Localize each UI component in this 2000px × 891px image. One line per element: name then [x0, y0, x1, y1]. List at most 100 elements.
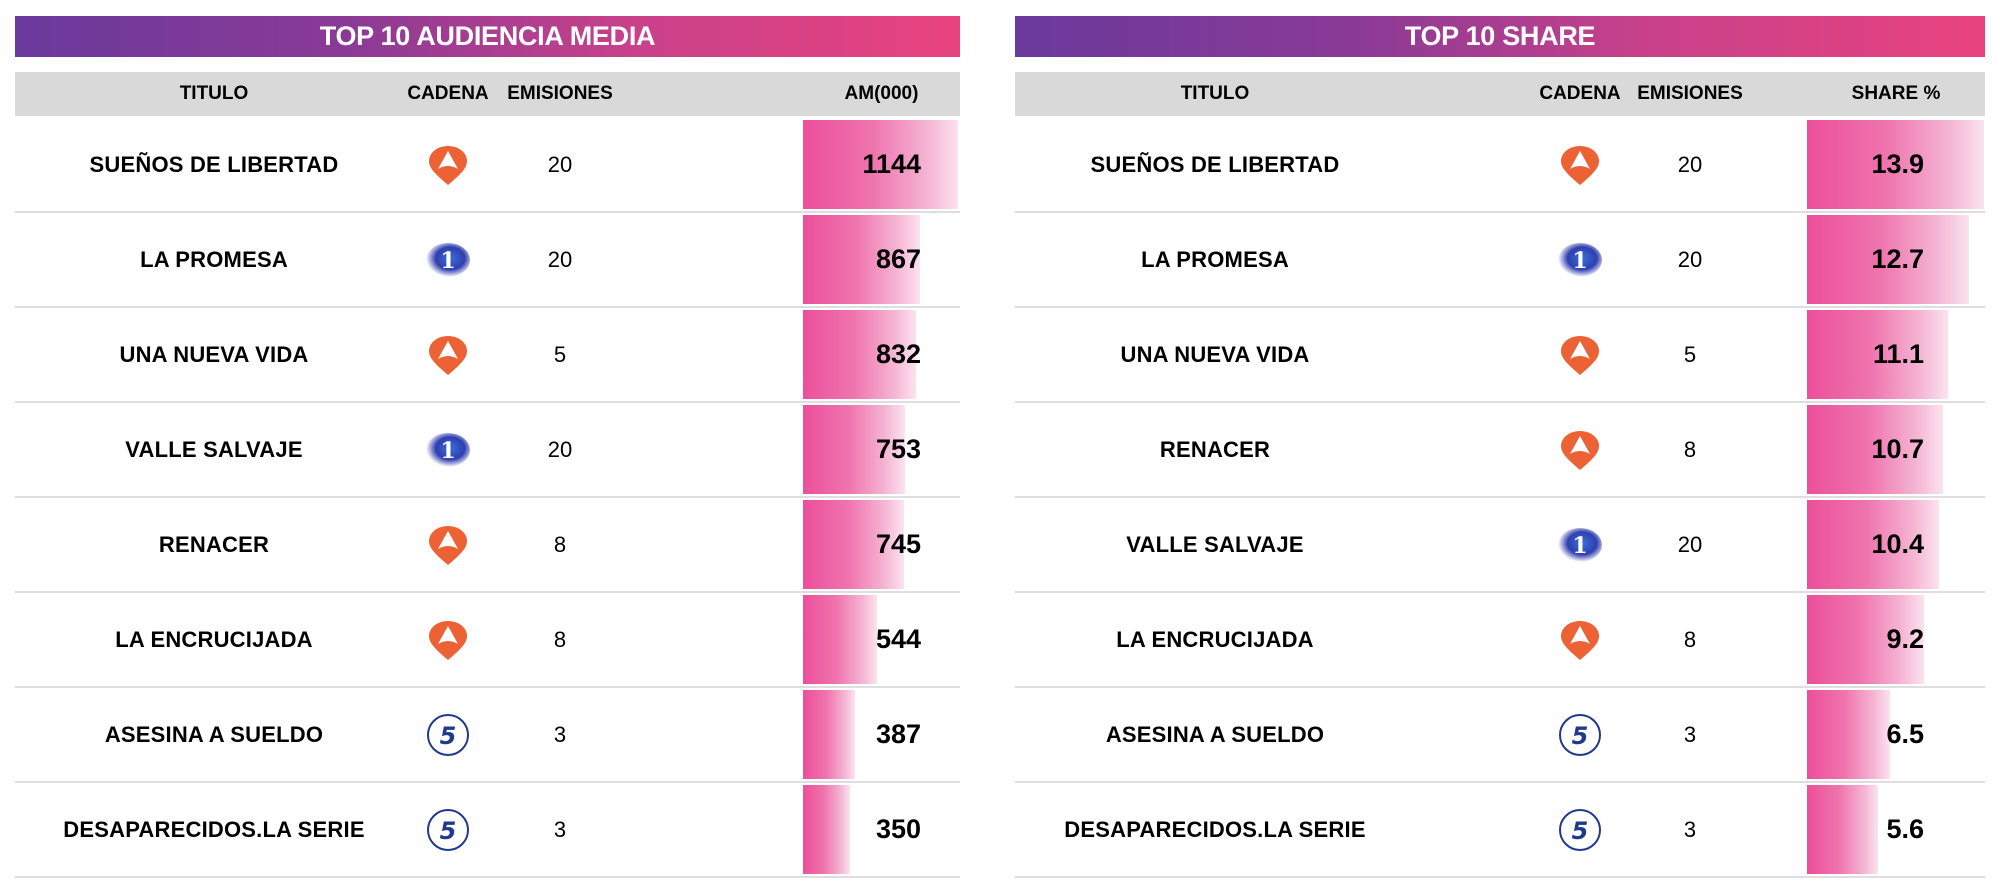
row-emisiones: 20 — [1677, 246, 1703, 272]
value-bar — [803, 310, 916, 399]
row-value: 387 — [875, 719, 921, 749]
table-row: DESAPARECIDOS.LA SERIE 5 3 5.6 — [1015, 783, 1985, 878]
row-emisiones: 5 — [1683, 341, 1697, 367]
row-value: 13.9 — [1871, 149, 1924, 179]
table-row: ASESINA A SUELDO 5 3 387 — [15, 688, 960, 783]
row-cadena — [1530, 118, 1630, 211]
audiencia-media-panel: TOP 10 AUDIENCIA MEDIA TITULO CADENA EMI… — [15, 16, 960, 878]
row-value: 745 — [875, 529, 921, 559]
table-row: RENACER 8 745 — [15, 498, 960, 593]
telecinco-logo-icon: 5 — [1559, 713, 1601, 756]
row-value: 753 — [875, 434, 921, 464]
table-row: LA ENCRUCIJADA 8 9.2 — [1015, 593, 1985, 688]
antena3-logo-icon — [1561, 430, 1599, 470]
la1-logo-icon: 1 — [426, 242, 470, 277]
svg-text:5: 5 — [1572, 722, 1589, 750]
value-bar — [1807, 310, 1948, 399]
row-emisiones: 20 — [547, 151, 573, 177]
row-titulo: ASESINA A SUELDO — [104, 721, 324, 747]
row-titulo: SUEÑOS DE LIBERTAD — [1090, 151, 1340, 177]
value-bar — [803, 120, 958, 209]
value-bar — [803, 215, 920, 304]
value-bar — [1807, 120, 1984, 209]
table-row: UNA NUEVA VIDA 5 11.1 — [1015, 308, 1985, 403]
row-value: 867 — [875, 244, 921, 274]
value-bar — [803, 500, 904, 589]
header-titulo: TITULO — [179, 83, 249, 104]
value-bar — [1807, 785, 1878, 874]
row-emisiones: 3 — [553, 816, 567, 842]
row-cadena — [1530, 403, 1630, 496]
antena3-logo-icon — [429, 525, 467, 565]
antena3-logo-icon — [429, 620, 467, 660]
row-titulo: VALLE SALVAJE — [1126, 531, 1304, 557]
la1-logo-icon: 1 — [1558, 527, 1602, 562]
row-titulo: LA ENCRUCIJADA — [115, 626, 313, 652]
value-bar — [1807, 595, 1924, 684]
table-header: TITULO CADENA EMISIONES AM(000) — [15, 72, 960, 116]
row-cadena: 5 — [398, 688, 498, 781]
row-cadena — [1530, 308, 1630, 401]
row-value: 6.5 — [1886, 719, 1924, 749]
row-cadena: 5 — [1530, 783, 1630, 876]
row-titulo: LA PROMESA — [140, 246, 288, 272]
table-row: SUEÑOS DE LIBERTAD 20 13.9 — [1015, 118, 1985, 213]
row-cadena: 1 — [398, 213, 498, 306]
header-metric: AM(000) — [844, 83, 919, 104]
header-metric: SHARE % — [1851, 83, 1941, 104]
row-value: 12.7 — [1871, 244, 1924, 274]
panel-title: TOP 10 AUDIENCIA MEDIA — [15, 16, 960, 57]
row-titulo: UNA NUEVA VIDA — [1120, 341, 1310, 367]
table-row: VALLE SALVAJE 1 20 10.4 — [1015, 498, 1985, 593]
table-row: ASESINA A SUELDO 5 3 6.5 — [1015, 688, 1985, 783]
row-emisiones: 3 — [553, 721, 567, 747]
row-value: 11.1 — [1872, 339, 1924, 369]
svg-text:1: 1 — [1572, 248, 1587, 274]
table-row: LA PROMESA 1 20 867 — [15, 213, 960, 308]
row-value: 1144 — [862, 149, 921, 179]
row-emisiones: 8 — [1683, 436, 1697, 462]
la1-logo-icon: 1 — [426, 432, 470, 467]
row-emisiones: 20 — [547, 246, 573, 272]
row-cadena: 1 — [1530, 213, 1630, 306]
telecinco-logo-icon: 5 — [427, 713, 469, 756]
row-value: 544 — [875, 624, 921, 654]
row-cadena — [398, 593, 498, 686]
header-cadena: CADENA — [1539, 83, 1621, 104]
share-panel: TOP 10 SHARE TITULO CADENA EMISIONES SHA… — [1015, 16, 1985, 878]
row-emisiones: 8 — [553, 531, 567, 557]
row-titulo: SUEÑOS DE LIBERTAD — [89, 151, 339, 177]
value-bar — [1807, 215, 1969, 304]
row-cadena: 1 — [398, 403, 498, 496]
svg-text:5: 5 — [1572, 817, 1589, 845]
row-titulo: DESAPARECIDOS.LA SERIE — [63, 816, 365, 842]
antena3-logo-icon — [429, 145, 467, 185]
row-titulo: RENACER — [158, 531, 270, 557]
row-value: 350 — [875, 814, 921, 844]
antena3-logo-icon — [1561, 145, 1599, 185]
table-body: SUEÑOS DE LIBERTAD 20 1144 LA PROMESA 1 … — [15, 118, 960, 878]
table-body: SUEÑOS DE LIBERTAD 20 13.9 LA PROMESA 1 … — [1015, 118, 1985, 878]
row-emisiones: 8 — [553, 626, 567, 652]
value-bar — [1807, 500, 1939, 589]
row-cadena — [398, 308, 498, 401]
value-bar — [803, 405, 905, 494]
row-cadena: 5 — [398, 783, 498, 876]
row-cadena — [398, 498, 498, 591]
row-value: 10.7 — [1871, 434, 1924, 464]
table-row: DESAPARECIDOS.LA SERIE 5 3 350 — [15, 783, 960, 878]
header-cadena: CADENA — [407, 83, 489, 104]
row-value: 9.2 — [1886, 624, 1924, 654]
row-emisiones: 3 — [1683, 816, 1697, 842]
svg-text:5: 5 — [440, 817, 457, 845]
table-row: LA PROMESA 1 20 12.7 — [1015, 213, 1985, 308]
row-titulo: VALLE SALVAJE — [125, 436, 303, 462]
value-bar — [1807, 690, 1890, 779]
svg-text:1: 1 — [440, 248, 455, 274]
row-emisiones: 5 — [553, 341, 567, 367]
value-bar — [1807, 405, 1943, 494]
la1-logo-icon: 1 — [1558, 242, 1602, 277]
antena3-logo-icon — [1561, 620, 1599, 660]
table-row: SUEÑOS DE LIBERTAD 20 1144 — [15, 118, 960, 213]
value-bar — [803, 785, 850, 874]
